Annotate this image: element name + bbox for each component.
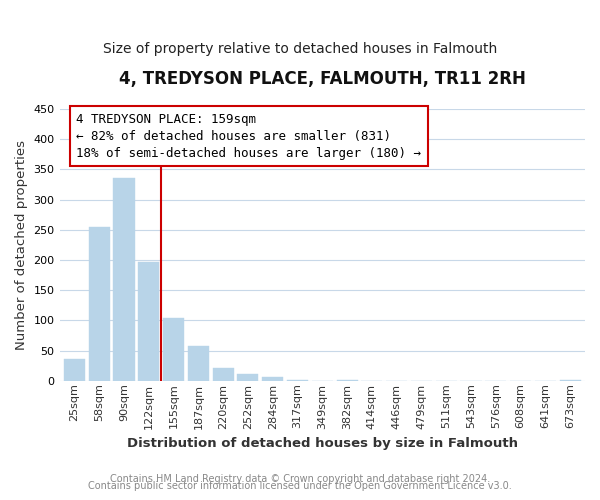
Bar [89,227,110,381]
Text: Contains public sector information licensed under the Open Government Licence v3: Contains public sector information licen… [88,481,512,491]
Bar [138,262,160,381]
Bar [188,346,209,381]
Bar [212,368,233,381]
Text: 4 TREDYSON PLACE: 159sqm
← 82% of detached houses are smaller (831)
18% of semi-: 4 TREDYSON PLACE: 159sqm ← 82% of detach… [76,112,421,160]
Bar [163,318,184,381]
X-axis label: Distribution of detached houses by size in Falmouth: Distribution of detached houses by size … [127,437,518,450]
Bar [337,380,358,381]
Bar [64,359,85,381]
Title: 4, TREDYSON PLACE, FALMOUTH, TR11 2RH: 4, TREDYSON PLACE, FALMOUTH, TR11 2RH [119,70,526,88]
Y-axis label: Number of detached properties: Number of detached properties [15,140,28,350]
Bar [560,380,581,381]
Bar [287,380,308,381]
Bar [238,374,259,381]
Bar [262,377,283,381]
Text: Size of property relative to detached houses in Falmouth: Size of property relative to detached ho… [103,42,497,56]
Bar [113,178,134,381]
Text: Contains HM Land Registry data © Crown copyright and database right 2024.: Contains HM Land Registry data © Crown c… [110,474,490,484]
